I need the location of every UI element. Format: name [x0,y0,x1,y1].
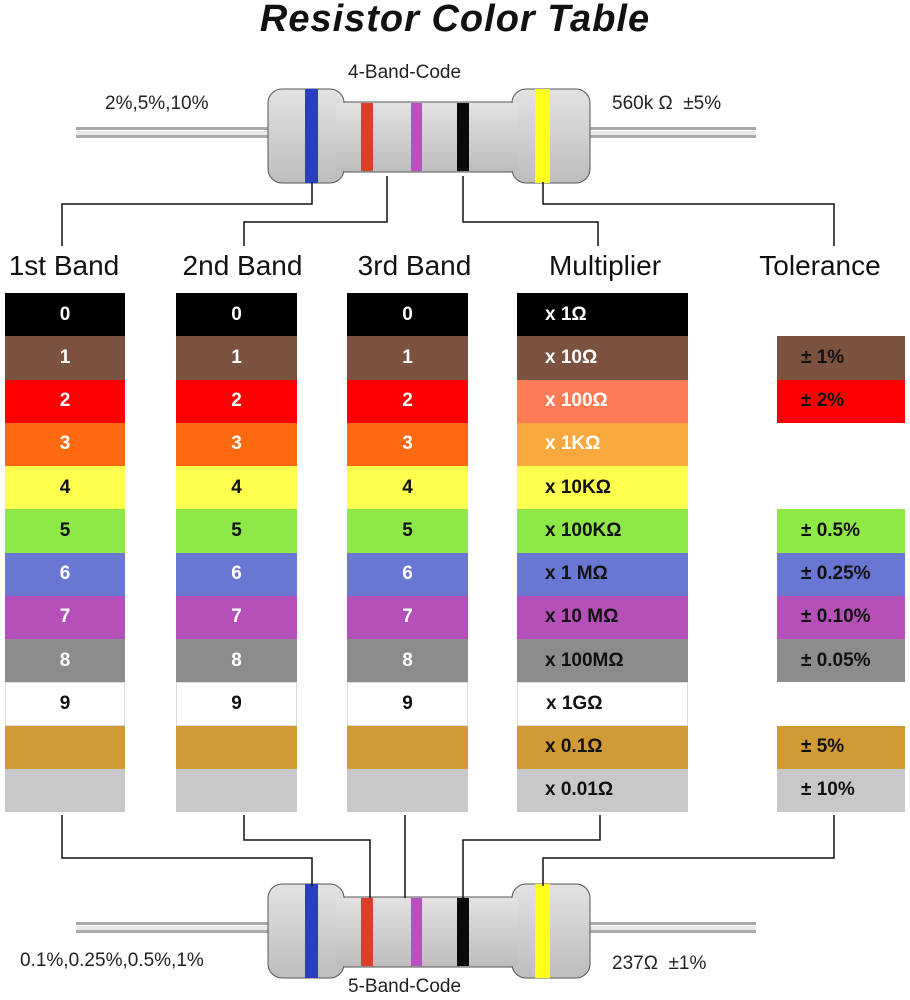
tolerance-cell: ± 2% [777,379,905,423]
band-yellow [535,884,550,978]
1st-band-cell: 7 [5,595,125,639]
3rd-band-cell: 9 [347,682,468,726]
tolerance-cell: ± 0.10% [777,595,905,639]
header-1st-band: 1st Band [8,250,120,281]
multiplier-cell: x 10Ω [517,336,688,380]
connector-1st-band-top [61,182,313,246]
connector-multiplier-top [462,176,599,246]
header-3rd-band: 3rd Band [357,250,472,281]
band-red [361,898,373,966]
four-band-label: 4-Band-Code [348,62,462,83]
1st-band-cell: 4 [5,466,125,510]
band-black [457,898,469,966]
multiplier-cell: x 100Ω [517,379,688,423]
five-band-label: 5-Band-Code [348,976,462,997]
band-purple [411,898,422,966]
multiplier-cell: x 1KΩ [517,422,688,466]
resistor-end-cap [511,883,591,979]
header-tolerance: Tolerance [759,250,881,281]
band-black [457,103,469,171]
resistor-end-cap [511,88,591,184]
multiplier-cell: x 100MΩ [517,639,688,683]
connector-1st-band-bottom [61,815,313,886]
3rd-band-cell: 1 [347,336,468,380]
five-band-tolerance-note: 0.1%,0.25%,0.5%,1% [20,950,204,971]
3rd-band-cell: 4 [347,466,468,510]
3rd-band-cell [347,768,468,812]
2nd-band-cell: 3 [176,422,297,466]
band-yellow [535,89,550,183]
2nd-band-cell: 1 [176,336,297,380]
connector-lines [61,176,835,898]
2nd-band-cell: 6 [176,552,297,596]
1st-band-cell [5,725,125,769]
multiplier-cell: x 100KΩ [517,509,688,553]
four-band-tolerance-note: 2%,5%,10% [105,93,209,114]
header-multiplier: Multiplier [548,250,662,281]
2nd-band-cell: 9 [176,682,297,726]
1st-band-cell: 8 [5,639,125,683]
3rd-band-cell: 6 [347,552,468,596]
band-blue [305,884,318,978]
1st-band-cell: 3 [5,422,125,466]
multiplier-cell: x 0.1Ω [517,725,688,769]
resistor-4-band [76,88,756,184]
header-2nd-band: 2nd Band [182,250,303,281]
3rd-band-cell: 2 [347,379,468,423]
multiplier-cell: x 10 MΩ [517,595,688,639]
tolerance-cell: ± 5% [777,725,905,769]
tolerance-cell: ± 0.5% [777,509,905,553]
resistor-5-band [76,883,756,979]
2nd-band-cell: 8 [176,639,297,683]
3rd-band-cell: 3 [347,422,468,466]
3rd-band-cell: 7 [347,595,468,639]
connector-tolerance-top [542,182,835,246]
band-blue [305,89,318,183]
2nd-band-cell: 7 [176,595,297,639]
1st-band-cell: 6 [5,552,125,596]
2nd-band-cell: 0 [176,293,297,337]
band-purple [411,103,422,171]
2nd-band-cell: 4 [176,466,297,510]
2nd-band-cell [176,768,297,812]
1st-band-cell: 5 [5,509,125,553]
multiplier-cell: x 1GΩ [517,682,688,726]
connector-2nd-band-top [243,176,388,246]
2nd-band-cell: 2 [176,379,297,423]
multiplier-cell: x 10KΩ [517,466,688,510]
3rd-band-cell: 8 [347,639,468,683]
1st-band-cell: 1 [5,336,125,380]
four-band-example: 560k Ω ±5% [612,93,722,114]
3rd-band-cell: 0 [347,293,468,337]
connector-tolerance-bottom [542,815,835,886]
tolerance-cell: ± 1% [777,336,905,380]
five-band-example: 237Ω ±1% [612,953,707,974]
3rd-band-cell: 5 [347,509,468,553]
2nd-band-cell: 5 [176,509,297,553]
2nd-band-cell [176,725,297,769]
band-red [361,103,373,171]
3rd-band-cell [347,725,468,769]
tolerance-cell: ± 10% [777,768,905,812]
tolerance-cell: ± 0.25% [777,552,905,596]
1st-band-cell: 9 [5,682,125,726]
1st-band-cell [5,768,125,812]
1st-band-cell: 2 [5,379,125,423]
connector-2nd-band-bottom [243,815,371,898]
tolerance-cell: ± 0.05% [777,639,905,683]
multiplier-cell: x 1Ω [517,293,688,337]
multiplier-cell: x 1 MΩ [517,552,688,596]
multiplier-cell: x 0.01Ω [517,768,688,812]
page-title: Resistor Color Table [259,0,651,40]
connector-multiplier-bottom [462,815,601,898]
1st-band-cell: 0 [5,293,125,337]
